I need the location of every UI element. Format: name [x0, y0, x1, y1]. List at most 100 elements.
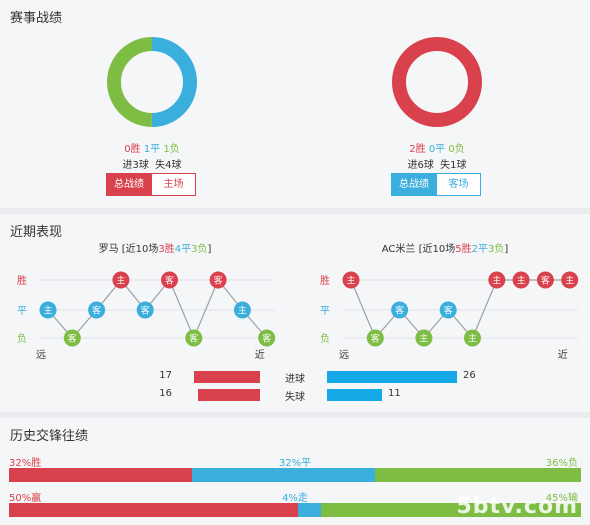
left-total-record-button[interactable]: 总战绩: [106, 173, 152, 196]
left-team-prefix: 罗马 [近10场: [98, 244, 159, 255]
right-form-point[interactable]: [488, 271, 506, 289]
left-conceded-bar: [197, 389, 260, 401]
right-form-axis-label: 平: [320, 306, 330, 317]
head-to-head-section: 历史交锋往绩 32%胜 32%平 36%负 50%赢 4%走 45%输 5btv…: [0, 418, 590, 525]
right-form-point[interactable]: [512, 271, 530, 289]
left-record: 0胜 1平 1负: [80, 140, 224, 155]
season-record-section: 赛事战绩 0胜 1平 1负 进3球 失4球 总战绩 主场 2胜 0平 0负 进6…: [0, 0, 590, 208]
left-conceded-value: 16: [159, 388, 172, 399]
left-form-point[interactable]: [112, 271, 130, 289]
right-form-point[interactable]: [536, 271, 554, 289]
right-form-far-label: 远: [339, 349, 349, 361]
right-form-point[interactable]: [561, 271, 579, 289]
right-form-point-label: 主: [492, 275, 501, 287]
left-form-axis-label: 负: [17, 332, 27, 345]
right-form-point-label: 主: [468, 333, 477, 345]
right-form-point-label: 主: [346, 275, 355, 287]
conceded-label: 失球: [285, 392, 305, 403]
recent-form-section: 近期表现 罗马 [近10场3胜4平3负] AC米兰 [近10场5胜2平3负] 胜…: [0, 214, 590, 412]
section-title: 历史交锋往绩: [10, 429, 89, 444]
right-form-point-label: 客: [395, 305, 404, 317]
left-donut-chart: [107, 37, 197, 127]
left-form-point[interactable]: [209, 271, 227, 289]
right-team-wins: 5胜: [455, 244, 472, 255]
right-form-point-label: 客: [541, 275, 550, 287]
right-total-record-button[interactable]: 总战绩: [391, 173, 437, 196]
left-team-wins: 3胜: [158, 244, 175, 255]
left-form-axis-label: 胜: [17, 275, 27, 287]
h2h-result-segment-draw: [192, 468, 376, 482]
h2h-cover-label: 50%赢: [9, 493, 42, 504]
right-team-draws: 2平: [471, 244, 488, 255]
left-loss-count: 1负: [163, 144, 180, 155]
h2h-win-label: 32%胜: [9, 458, 42, 469]
left-form-point[interactable]: [63, 329, 81, 347]
h2h-push-label: 4%走: [282, 493, 308, 504]
right-conceded-bar: [327, 389, 382, 401]
left-form-point-label: 主: [43, 305, 52, 317]
left-form-point-label: 客: [262, 333, 271, 345]
h2h-handicap-bar: [9, 503, 581, 517]
right-form-point[interactable]: [415, 329, 433, 347]
right-draw-count: 0平: [428, 144, 446, 155]
left-form-point[interactable]: [233, 301, 251, 319]
right-away-button[interactable]: 客场: [436, 173, 481, 196]
h2h-loss-label: 36%负: [545, 458, 578, 469]
right-form-line: [350, 279, 570, 340]
left-form-point[interactable]: [136, 301, 154, 319]
left-form-far-label: 远: [36, 349, 46, 361]
right-form-point-label: 客: [444, 305, 453, 317]
h2h-result-bar: [9, 468, 581, 482]
right-form-point[interactable]: [464, 329, 481, 347]
h2h-result-segment-loss: [375, 468, 581, 482]
left-form-point-label: 客: [68, 333, 77, 345]
left-home-button[interactable]: 主场: [151, 173, 196, 196]
watermark-logo: 5btv.com: [456, 494, 578, 519]
right-record: 2胜 0平 0负: [365, 140, 509, 155]
right-donut-win-slice: [392, 37, 482, 127]
right-team-prefix: AC米兰 [近10场: [381, 244, 456, 255]
h2h-draw-label: 32%平: [278, 458, 312, 469]
right-team-losses: 3负: [487, 244, 505, 255]
left-form-point[interactable]: [161, 271, 178, 289]
right-form-point[interactable]: [366, 329, 384, 347]
left-form-point-label: 客: [214, 275, 223, 287]
left-form-point-label: 客: [189, 333, 198, 345]
left-form-point-label: 主: [238, 305, 247, 317]
h2h-lose-label: 45%输: [545, 493, 578, 504]
right-form-point[interactable]: [439, 301, 457, 319]
left-team-suffix: ]: [207, 244, 212, 255]
left-form-point[interactable]: [88, 301, 106, 319]
left-scored-bar: [193, 371, 260, 383]
left-form-point[interactable]: [185, 329, 203, 347]
right-form-point[interactable]: [342, 271, 360, 289]
left-form-point-label: 客: [92, 305, 101, 317]
right-loss-count: 0负: [448, 144, 465, 155]
left-form-axis-label: 平: [17, 306, 27, 317]
left-goals: 进3球 失4球: [122, 160, 182, 171]
left-form-point[interactable]: [39, 301, 57, 319]
left-draw-count: 1平: [143, 144, 161, 155]
right-donut-chart: [392, 37, 482, 127]
section-title: 赛事战绩: [10, 11, 63, 26]
h2h-handicap-segment-draw: [297, 503, 321, 517]
left-scored-value: 17: [159, 370, 172, 381]
right-team-suffix: ]: [504, 244, 509, 255]
right-team-summary: AC米兰 [近10场5胜2平3负]: [330, 240, 560, 255]
left-form-point[interactable]: [258, 329, 276, 347]
right-form-near-label: 近: [558, 348, 568, 361]
left-form-point-label: 主: [116, 275, 125, 287]
left-team-draws: 4平: [174, 244, 192, 255]
right-form-point-label: 客: [371, 333, 380, 345]
right-form-point-label: 主: [419, 333, 428, 345]
right-form-point-label: 主: [565, 275, 574, 287]
left-form-line: [47, 278, 268, 340]
right-form-axis-label: 负: [320, 332, 330, 345]
right-scored-bar: [327, 371, 457, 383]
right-goals: 进6球 失1球: [407, 160, 467, 171]
right-form-point[interactable]: [391, 301, 409, 319]
left-form-point-label: 客: [141, 305, 150, 317]
h2h-result-segment-win: [9, 468, 193, 482]
left-team-summary: 罗马 [近10场3胜4平3负]: [40, 240, 270, 255]
